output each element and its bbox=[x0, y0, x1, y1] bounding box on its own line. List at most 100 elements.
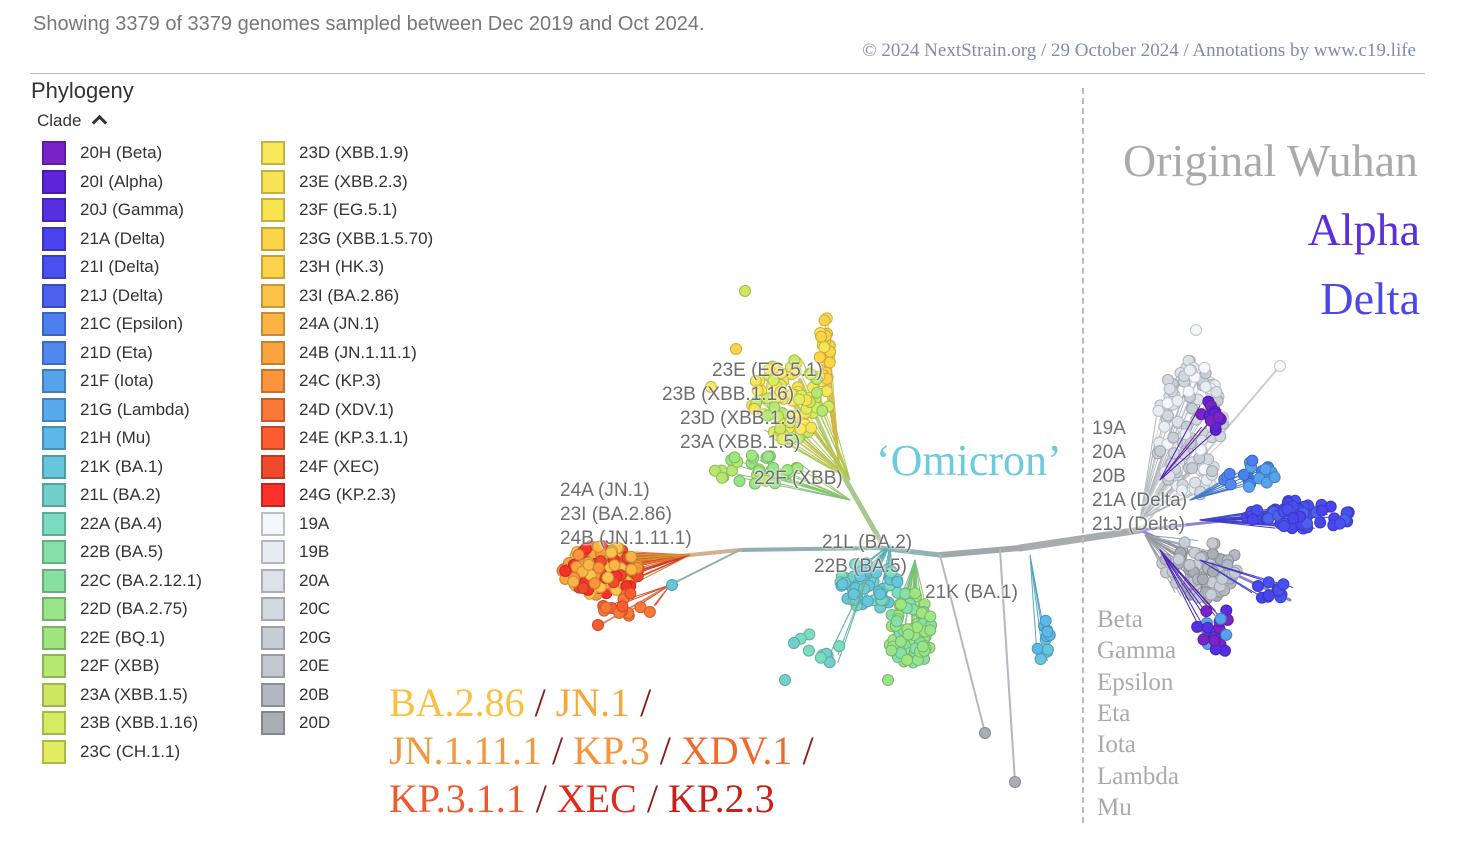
legend-item[interactable]: 23G (XBB.1.5.70) bbox=[261, 226, 434, 251]
color-swatch bbox=[261, 540, 285, 564]
legend-item[interactable]: 23D (XBB.1.9) bbox=[261, 141, 409, 165]
color-swatch bbox=[261, 226, 285, 251]
legend-item[interactable]: 20D bbox=[261, 711, 330, 735]
legend-label: 23D (XBB.1.9) bbox=[299, 143, 409, 162]
legend-item[interactable]: 24E (KP.3.1.1) bbox=[261, 426, 408, 450]
legend-item[interactable]: 23F (EG.5.1) bbox=[261, 198, 397, 222]
tip-node bbox=[1277, 520, 1290, 533]
tip-node bbox=[767, 461, 780, 474]
legend-title: Clade bbox=[37, 111, 82, 130]
legend-item[interactable]: 24D (XDV.1) bbox=[261, 397, 394, 422]
legend-item[interactable]: 20H (Beta) bbox=[42, 141, 162, 165]
legend-label: 23H (HK.3) bbox=[299, 257, 385, 276]
tip-node bbox=[1216, 572, 1229, 585]
legend-item[interactable]: 22A (BA.4) bbox=[42, 511, 162, 536]
legend-item[interactable]: 23C (CH.1.1) bbox=[42, 739, 180, 764]
legend-item[interactable]: 24A (JN.1) bbox=[261, 312, 379, 336]
legend-item[interactable]: 19B bbox=[261, 540, 329, 564]
legend-label: 21L (BA.2) bbox=[80, 485, 161, 504]
tip-node bbox=[1201, 621, 1214, 634]
tip-node bbox=[810, 386, 823, 399]
legend-item[interactable]: 23E (XBB.2.3) bbox=[261, 169, 408, 194]
legend-item[interactable]: 23B (XBB.1.16) bbox=[42, 711, 198, 735]
legend-item[interactable]: 21L (BA.2) bbox=[42, 483, 161, 507]
legend-item[interactable]: 24C (KP.3) bbox=[261, 369, 381, 393]
legend-item[interactable]: 21H (Mu) bbox=[42, 426, 151, 450]
legend-item[interactable]: 22E (BQ.1) bbox=[42, 625, 165, 650]
legend-item[interactable]: 21C (Epsilon) bbox=[42, 312, 183, 336]
tip-node bbox=[818, 341, 831, 354]
color-swatch bbox=[261, 511, 285, 536]
separator: / bbox=[802, 728, 814, 773]
legend-item[interactable]: 20A bbox=[261, 568, 329, 593]
tip-node bbox=[1158, 420, 1171, 433]
tip-node bbox=[847, 588, 860, 601]
legend-label: 21I (Delta) bbox=[80, 257, 160, 276]
legend-item[interactable]: 22D (BA.2.75) bbox=[42, 597, 188, 621]
tip-node bbox=[874, 588, 887, 601]
separator: / bbox=[659, 728, 671, 773]
tip-node bbox=[814, 651, 827, 664]
tip-node bbox=[592, 619, 604, 631]
tip-node bbox=[779, 674, 791, 686]
legend-item[interactable]: 22C (BA.2.12.1) bbox=[42, 568, 202, 593]
tip-node bbox=[599, 601, 612, 614]
legend-item[interactable]: 24G (KP.2.3) bbox=[261, 483, 396, 507]
legend-item[interactable]: 20J (Gamma) bbox=[42, 198, 184, 222]
tip-node bbox=[1182, 385, 1195, 398]
legend-label: 21A (Delta) bbox=[80, 228, 166, 248]
tip-node bbox=[1333, 517, 1346, 530]
tip-node bbox=[608, 559, 621, 572]
tip-node bbox=[1163, 382, 1176, 395]
legend-item[interactable]: 24B (JN.1.11.1) bbox=[261, 340, 417, 365]
color-swatch bbox=[261, 169, 285, 194]
tip-node bbox=[1315, 504, 1328, 517]
legend-label: 23G (XBB.1.5.70) bbox=[299, 228, 434, 248]
legend-item[interactable]: 20C bbox=[261, 597, 330, 621]
legend-label: 21D (Eta) bbox=[80, 342, 153, 362]
legend-item[interactable]: 21I (Delta) bbox=[42, 255, 159, 279]
tip-node bbox=[763, 363, 776, 376]
variant-name: Beta bbox=[1097, 606, 1143, 633]
legend-item[interactable]: 20B bbox=[261, 682, 330, 707]
legend-item[interactable]: 21G (Lambda) bbox=[42, 397, 190, 422]
separator: / bbox=[551, 728, 564, 773]
legend-item[interactable]: 23H (HK.3) bbox=[261, 255, 384, 279]
legend-item[interactable]: 20E bbox=[261, 654, 329, 678]
color-swatch bbox=[261, 597, 285, 621]
legend-item[interactable]: 22F (XBB) bbox=[42, 654, 159, 678]
legend-label: 20J (Gamma) bbox=[80, 200, 184, 219]
legend-item[interactable]: 21F (Iota) bbox=[42, 369, 154, 393]
color-swatch bbox=[42, 568, 66, 593]
branch bbox=[669, 549, 741, 586]
branch bbox=[721, 470, 851, 501]
legend-item[interactable]: 21A (Delta) bbox=[42, 226, 166, 251]
legend-label: 20B bbox=[299, 684, 330, 704]
annotation-alpha: Alpha bbox=[1307, 204, 1420, 255]
lineage-name: JN.1 bbox=[555, 680, 631, 725]
tip-node bbox=[784, 416, 797, 429]
legend-item[interactable]: 21K (BA.1) bbox=[42, 454, 163, 479]
genome-count-summary: Showing 3379 of 3379 genomes sampled bet… bbox=[33, 13, 705, 35]
legend-item[interactable]: 19A bbox=[261, 511, 329, 536]
legend-item[interactable]: 23I (BA.2.86) bbox=[261, 283, 399, 308]
legend-item[interactable]: 22B (BA.5) bbox=[42, 540, 163, 564]
legend-item[interactable]: 21J (Delta) bbox=[42, 283, 163, 308]
legend-item[interactable]: 20G bbox=[261, 625, 331, 650]
legend-item[interactable]: 23A (XBB.1.5) bbox=[42, 682, 188, 707]
legend-item[interactable]: 20I (Alpha) bbox=[42, 169, 163, 194]
legend-item[interactable]: 21D (Eta) bbox=[42, 340, 153, 365]
tip-node bbox=[1172, 553, 1185, 566]
legend-item[interactable]: 24F (XEC) bbox=[261, 454, 379, 479]
tip-node bbox=[708, 464, 721, 477]
tip-node bbox=[884, 566, 897, 579]
tip-node bbox=[577, 582, 590, 595]
legend-toggle[interactable]: Clade bbox=[37, 111, 108, 131]
tip-node bbox=[1314, 516, 1327, 529]
clade-label: 21K (BA.1) bbox=[925, 582, 1018, 603]
branch bbox=[1159, 549, 1226, 624]
tip-node bbox=[1031, 642, 1044, 655]
clade-label: 22F (XBB) bbox=[754, 468, 843, 489]
clade-label: 23E (EG.5.1) bbox=[712, 360, 823, 381]
